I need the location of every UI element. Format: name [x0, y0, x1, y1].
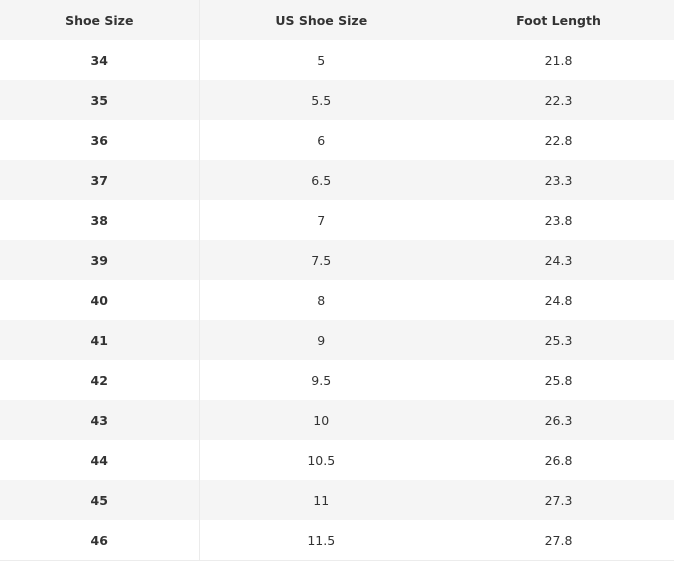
foot-length-cell: 26.8 [544, 452, 573, 468]
us-shoe-size-cell: 8 [317, 292, 326, 308]
foot-length-cell: 24.8 [544, 292, 573, 308]
shoe-size-cell: 46 [0, 520, 200, 561]
foot-length-cell: 25.8 [544, 372, 573, 388]
shoe-size-cell: 42 [0, 360, 200, 400]
us-shoe-size-cell: 7.5 [199, 240, 443, 280]
table-row: 36 6 22.8 [0, 120, 674, 160]
us-shoe-size-cell: 6.5 [199, 160, 443, 200]
shoe-size-cell: 36 [0, 120, 200, 160]
table-row: 39 7.5 24.3 [0, 240, 674, 280]
table-row: 38 7 23.8 [0, 200, 674, 240]
foot-length-cell: 22.8 [544, 132, 573, 148]
shoe-size-cell: 34 [0, 40, 200, 80]
table-row: 46 11.5 27.8 [0, 520, 674, 561]
us-shoe-size-cell: 9 [199, 320, 443, 360]
table-row: 41 9 25.3 [0, 320, 674, 360]
us-shoe-size-cell: 5.5 [199, 80, 443, 120]
foot-length-cell: 26.3 [443, 400, 674, 440]
table-row: 43 10 26.3 [0, 400, 674, 440]
us-shoe-size-cell: 10.5 [307, 452, 336, 468]
table-row: 34 5 21.8 [0, 40, 674, 80]
table-row: 45 11 27.3 [0, 480, 674, 520]
shoe-size-cell: 37 [0, 160, 200, 200]
shoe-size-cell: 44 [0, 440, 200, 480]
us-shoe-size-cell: 6 [317, 132, 326, 148]
header-foot-length: Foot Length [443, 0, 674, 40]
shoe-size-cell: 41 [0, 320, 200, 360]
foot-length-cell: 25.3 [443, 320, 674, 360]
us-shoe-size-cell: 11 [199, 480, 443, 520]
foot-length-cell: 21.8 [544, 52, 573, 68]
us-shoe-size-cell: 7 [317, 212, 326, 228]
foot-length-cell: 23.8 [544, 212, 573, 228]
shoe-size-cell: 38 [0, 200, 200, 240]
shoe-size-cell: 39 [0, 240, 200, 280]
shoe-size-cell: 45 [0, 480, 200, 520]
table-row: 35 5.5 22.3 [0, 80, 674, 120]
us-shoe-size-cell: 5 [317, 52, 326, 68]
foot-length-cell: 27.3 [443, 480, 674, 520]
us-shoe-size-cell: 11.5 [307, 532, 336, 548]
table-row: 40 8 24.8 [0, 280, 674, 320]
foot-length-cell: 23.3 [443, 160, 674, 200]
table-row: 42 9.5 25.8 [0, 360, 674, 400]
foot-length-cell: 24.3 [443, 240, 674, 280]
us-shoe-size-cell: 9.5 [311, 372, 332, 388]
header-us-shoe-size: US Shoe Size [199, 0, 443, 40]
header-shoe-size: Shoe Size [0, 0, 200, 40]
table-row: 44 10.5 26.8 [0, 440, 674, 480]
foot-length-cell: 27.8 [544, 532, 573, 548]
shoe-size-cell: 43 [0, 400, 200, 440]
shoe-size-cell: 40 [0, 280, 200, 320]
foot-length-cell: 22.3 [443, 80, 674, 120]
table-row: 37 6.5 23.3 [0, 160, 674, 200]
us-shoe-size-cell: 10 [199, 400, 443, 440]
header-row: Shoe Size US Shoe Size Foot Length [0, 0, 674, 40]
shoe-size-cell: 35 [0, 80, 200, 120]
